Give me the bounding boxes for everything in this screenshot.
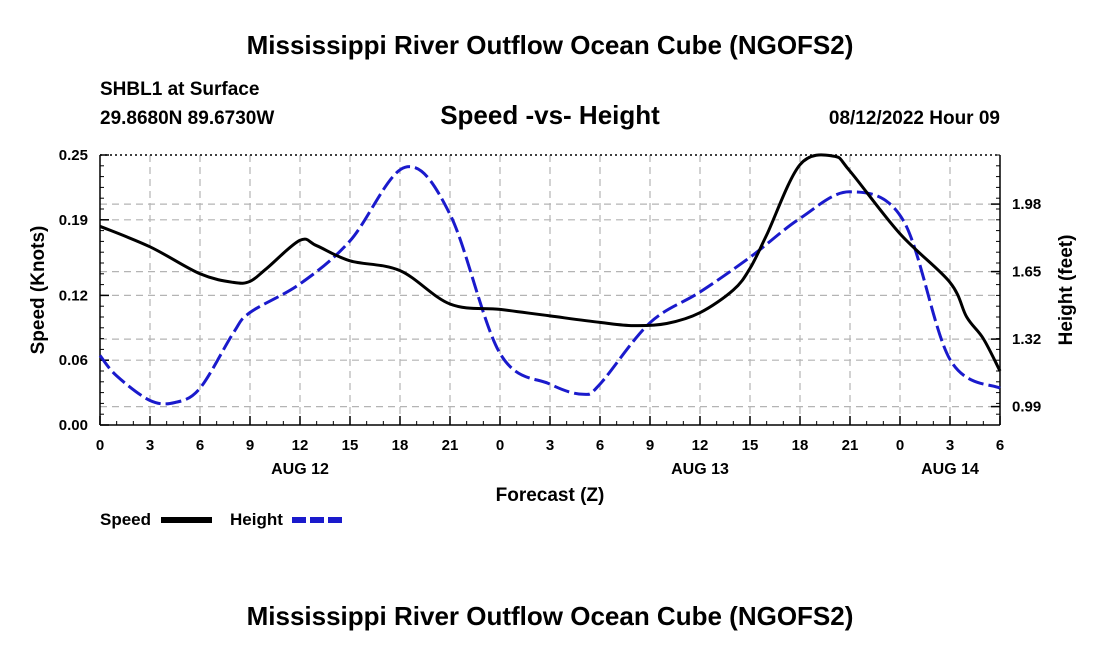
y2-tick-label: 1.65 [1012,264,1041,281]
legend-speed-label: Speed [100,510,151,529]
chart-subtitle: Speed -vs- Height [440,100,660,130]
y-tick-label: 0.00 [59,417,88,434]
x-tick-label: 12 [292,437,309,454]
x-tick-label: 21 [842,437,859,454]
day-label: AUG 13 [671,461,729,478]
x-tick-label: 6 [196,437,204,454]
x-tick-label: 3 [146,437,154,454]
y2-tick-label: 1.98 [1012,196,1041,213]
y2-tick-label: 0.99 [1012,399,1041,416]
legend-height-label: Height [230,510,283,529]
forecast-datetime: 08/12/2022 Hour 09 [829,108,1000,129]
day-label: AUG 12 [271,461,329,478]
x-tick-label: 18 [792,437,809,454]
y-tick-label: 0.19 [59,212,88,229]
x-tick-label: 0 [96,437,104,454]
x-tick-label: 0 [496,437,504,454]
y-tick-label: 0.12 [59,287,88,304]
station-label: SHBL1 at Surface [100,79,259,100]
x-tick-label: 0 [896,437,904,454]
legend: Speed Height [100,510,342,529]
day-label: AUG 14 [921,461,979,478]
main-title: Mississippi River Outflow Ocean Cube (NG… [247,30,854,60]
height-series-line [98,165,1001,406]
x-tick-label: 21 [442,437,459,454]
speed-series-line [99,153,1002,372]
series [98,153,1002,406]
y-tick-label: 0.25 [59,147,88,164]
x-tick-label: 6 [996,437,1004,454]
x-tick-label: 3 [546,437,554,454]
station-coords: 29.8680N 89.6730W [100,108,274,129]
y-axis-label: Speed (Knots) [28,226,49,355]
x-tick-label: 18 [392,437,409,454]
x-tick-label: 15 [742,437,759,454]
x-axis-label: Forecast (Z) [496,485,605,506]
y2-axis-label: Height (feet) [1056,235,1077,346]
footer-title: Mississippi River Outflow Ocean Cube (NG… [247,601,854,631]
axes [99,154,1001,426]
tick-labels: 0 3 6 9 12 15 18 21 0 3 6 9 12 15 18 21 0 3 6 AUG 12 AUG 13 A… [59,147,1041,478]
x-tick-label: 6 [596,437,604,454]
x-tick-label: 12 [692,437,709,454]
x-tick-label: 3 [946,437,954,454]
y2-tick-label: 1.32 [1012,331,1041,348]
grid-lines [100,155,1000,425]
y-tick-label: 0.06 [59,352,88,369]
x-tick-label: 9 [246,437,254,454]
x-tick-label: 9 [646,437,654,454]
x-tick-label: 15 [342,437,359,454]
